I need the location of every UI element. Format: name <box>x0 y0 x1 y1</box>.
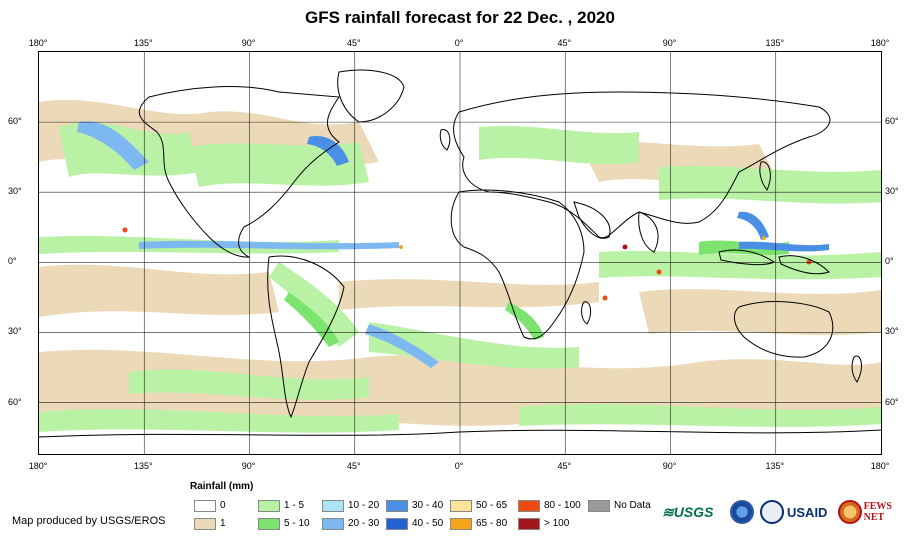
longitude-tick-label: 45° <box>557 38 572 48</box>
legend-item: 1 - 5 <box>258 499 304 512</box>
longitude-tick-label: 180° <box>870 38 890 48</box>
map-canvas <box>39 52 881 454</box>
legend-item: > 100 <box>518 517 569 530</box>
longitude-tick-label: 90° <box>662 38 677 48</box>
legend-label: 1 - 5 <box>284 500 305 511</box>
rainfall-map <box>38 51 882 455</box>
legend-swatch <box>450 517 472 530</box>
legend-label: 20 - 30 <box>348 518 380 529</box>
longitude-tick-label: 180° <box>870 461 890 471</box>
legend-swatch <box>588 499 610 512</box>
longitude-tick-label: 135° <box>765 38 785 48</box>
usaid-logo-text: USAID <box>787 504 828 520</box>
rainfall-legend: 0 1 1 - 5 5 - 10 10 - 20 20 - 30 30 - 40 40 - 5… <box>194 499 654 533</box>
legend-swatch <box>518 499 540 512</box>
longitude-tick-label: 45° <box>346 38 361 48</box>
legend-title: Rainfall (mm) <box>190 481 254 492</box>
legend-swatch <box>258 517 280 530</box>
fews-globe-icon <box>838 500 862 524</box>
legend-label: 65 - 80 <box>476 518 508 529</box>
graticule-lines <box>39 52 881 454</box>
legend-label: 0 <box>220 500 226 511</box>
legend-item: 10 - 20 <box>322 499 379 512</box>
legend-label: No Data <box>614 500 651 511</box>
legend-item: 1 <box>194 517 226 530</box>
longitude-tick-label: 135° <box>133 461 153 471</box>
fews-net-logo: FEWS NET <box>838 496 914 528</box>
legend-swatch <box>386 499 408 512</box>
latitude-tick-label: 60° <box>8 116 22 127</box>
legend-swatch <box>386 517 408 530</box>
longitude-tick-label: 45° <box>346 461 361 471</box>
coastlines <box>39 69 881 438</box>
legend-swatch <box>322 517 344 530</box>
longitude-tick-label: 0° <box>454 461 464 471</box>
latitude-tick-label: 60° <box>8 396 22 407</box>
longitude-tick-label: 135° <box>765 461 785 471</box>
map-credit: Map produced by USGS/EROS <box>12 515 166 527</box>
legend-swatch <box>518 517 540 530</box>
legend-swatch <box>322 499 344 512</box>
legend-label: 10 - 20 <box>348 500 380 511</box>
legend-label: 50 - 65 <box>476 500 508 511</box>
longitude-tick-label: 90° <box>662 461 677 471</box>
legend-item: 80 - 100 <box>518 499 581 512</box>
longitude-tick-label: 180° <box>28 38 48 48</box>
latitude-tick-label: 60° <box>885 396 899 407</box>
legend-item: 40 - 50 <box>386 517 443 530</box>
agency-logos: ≋USGS USAID FEWS NET <box>662 496 914 528</box>
legend-item: No Data <box>588 499 651 512</box>
longitude-tick-label: 90° <box>241 38 256 48</box>
legend-label: 40 - 50 <box>412 518 444 529</box>
legend-swatch <box>194 517 216 530</box>
latitude-tick-label: 30° <box>885 186 899 197</box>
usaid-logo: USAID <box>760 496 827 528</box>
legend-item: 5 - 10 <box>258 517 310 530</box>
legend-label: 80 - 100 <box>544 500 581 511</box>
legend-swatch <box>194 499 216 512</box>
usgs-logo-text: ≋USGS <box>662 503 714 520</box>
legend-swatch <box>450 499 472 512</box>
latitude-tick-label: 30° <box>885 326 899 337</box>
legend-swatch <box>258 499 280 512</box>
legend-label: 30 - 40 <box>412 500 444 511</box>
longitude-tick-label: 90° <box>241 461 256 471</box>
legend-label: 5 - 10 <box>284 518 310 529</box>
latitude-tick-label: 60° <box>885 116 899 127</box>
legend-item: 65 - 80 <box>450 517 507 530</box>
legend-item: 0 <box>194 499 226 512</box>
map-title: GFS rainfall forecast for 22 Dec. , 2020 <box>305 8 615 27</box>
usaid-seal-icon <box>760 500 784 524</box>
longitude-tick-label: 180° <box>28 461 48 471</box>
latitude-tick-label: 0° <box>885 256 894 267</box>
legend-item: 20 - 30 <box>322 517 379 530</box>
legend-item: 30 - 40 <box>386 499 443 512</box>
legend-label: > 100 <box>544 518 570 529</box>
longitude-tick-label: 135° <box>133 38 153 48</box>
latitude-tick-label: 0° <box>8 256 17 267</box>
fews-logo-text: FEWS NET <box>863 501 892 523</box>
noaa-logo <box>730 496 754 528</box>
longitude-tick-label: 0° <box>454 38 464 48</box>
noaa-seal-icon <box>730 500 754 524</box>
latitude-tick-label: 30° <box>8 186 22 197</box>
latitude-tick-label: 30° <box>8 326 22 337</box>
legend-item: 50 - 65 <box>450 499 507 512</box>
usgs-logo: ≋USGS <box>662 496 713 528</box>
legend-label: 1 <box>220 518 226 529</box>
longitude-tick-label: 45° <box>557 461 572 471</box>
